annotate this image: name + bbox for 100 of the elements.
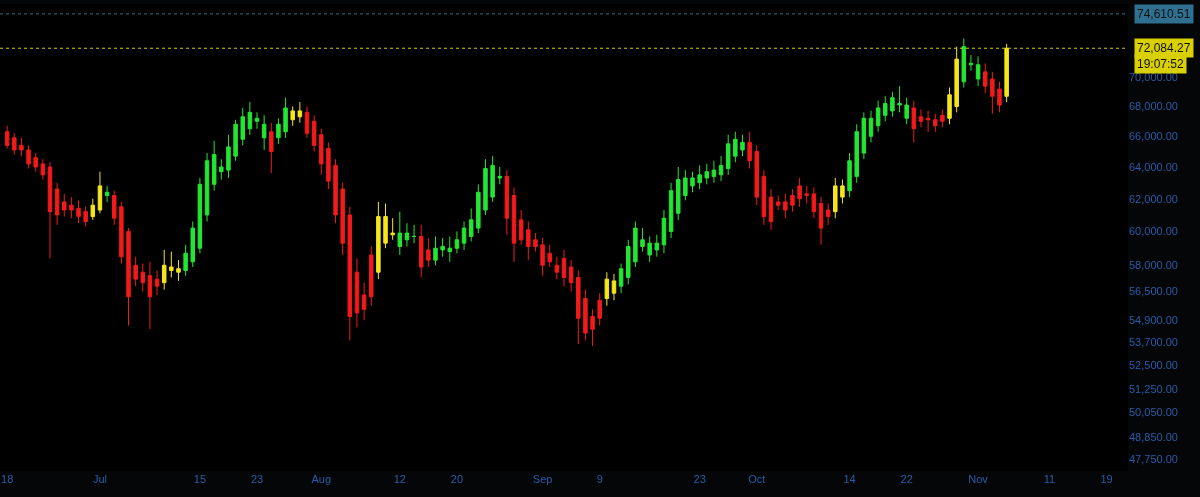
y-tick-label: 64,000.00: [1129, 160, 1178, 173]
y-tick-label: 54,900.00: [1129, 313, 1178, 326]
x-tick-label: 20: [450, 473, 464, 485]
candlestick: [675, 166, 681, 221]
candlestick: [211, 140, 217, 192]
candlestick: [340, 182, 345, 256]
candlestick: [825, 203, 831, 226]
candlestick: [426, 237, 431, 268]
x-tick-label: 12: [393, 473, 406, 485]
candlestick: [254, 111, 260, 130]
candlestick: [697, 164, 702, 190]
candlestick: [775, 194, 781, 211]
candlestick: [111, 190, 117, 226]
candlestick: [961, 37, 967, 89]
candlestick: [383, 203, 388, 249]
candlestick: [290, 105, 295, 127]
y-tick-label: 47,750.00: [1129, 453, 1178, 466]
y-tick-label: 50,050.00: [1129, 406, 1178, 419]
candlestick: [568, 259, 574, 292]
candlestick: [590, 308, 595, 347]
x-tick-label: Aug: [311, 473, 332, 485]
candlestick: [26, 144, 31, 170]
candlestick: [490, 155, 495, 203]
candlestick: [868, 110, 874, 143]
candlestick: [611, 273, 617, 301]
candlestick: [354, 257, 360, 328]
candlestick: [40, 158, 46, 181]
candlestick: [747, 131, 752, 170]
candlestick: [597, 292, 602, 327]
y-tick-label: 58,000.00: [1129, 259, 1178, 272]
x-tick-label: 23: [250, 473, 264, 485]
candlestick: [361, 282, 367, 321]
candlestick: [854, 123, 859, 184]
y-tick-label: 62,000.00: [1129, 192, 1178, 205]
candlestick: [618, 263, 624, 294]
candlestick: [304, 105, 310, 139]
x-tick-label: Nov: [968, 473, 989, 485]
candlestick: [761, 169, 767, 226]
y-tick-label: 51,250.00: [1129, 382, 1178, 395]
x-tick-label: 23: [693, 473, 706, 485]
candlestick: [261, 114, 267, 151]
candlestick: [90, 198, 96, 221]
candlestick: [947, 87, 952, 125]
candlestick: [326, 141, 331, 190]
candlestick: [397, 211, 403, 256]
candlestick: [83, 206, 88, 227]
candlestick: [526, 221, 531, 261]
candlestick: [433, 235, 438, 266]
candlestick: [883, 95, 888, 122]
candlestick: [411, 224, 417, 244]
candlestick: [190, 221, 196, 268]
candlestick: [226, 134, 231, 179]
candlestick: [861, 111, 867, 160]
candlestick: [654, 234, 660, 258]
candlestick: [711, 160, 717, 184]
candlestick: [968, 54, 974, 71]
candlestick: [54, 182, 60, 226]
candlestick: [33, 152, 38, 173]
candlestick: [447, 235, 453, 263]
candlestick: [247, 101, 253, 136]
candlestick: [797, 177, 802, 208]
candlestick: [183, 244, 188, 277]
candlestick: [547, 244, 552, 268]
candlestick: [604, 271, 610, 307]
y-tick-label: 68,000.00: [1129, 100, 1178, 113]
candlestick: [97, 171, 103, 214]
candlestick: [347, 206, 353, 341]
candlestick: [126, 227, 131, 327]
candlestick: [276, 117, 281, 145]
candlestick: [154, 269, 160, 296]
candlestick: [911, 100, 917, 143]
y-tick-label: 52,500.00: [1129, 358, 1178, 371]
candlestick: [418, 224, 424, 278]
candlestick: [925, 110, 931, 133]
candlestick: [133, 256, 138, 287]
x-tick-label: Sep: [532, 473, 553, 485]
candlestick: [140, 263, 146, 292]
candlestick: [704, 163, 710, 185]
candlestick: [804, 185, 809, 205]
ref-line-label: 72,084.27: [1137, 41, 1191, 55]
candlestick: [847, 152, 852, 198]
candlestick: [104, 185, 110, 203]
candlestick: [119, 201, 124, 265]
candlestick: [790, 188, 795, 213]
candlestick: [904, 97, 909, 125]
candlestick: [4, 125, 10, 149]
candlestick: [540, 237, 545, 277]
candlestick: [240, 107, 245, 146]
ref-line-label: 74,610.51: [1137, 7, 1191, 21]
candlestick: [533, 232, 538, 253]
candlestick: [918, 108, 924, 128]
x-tick-label: Jul: [92, 473, 107, 485]
candlestick: [725, 134, 731, 176]
y-tick-label: 60,000.00: [1129, 225, 1178, 238]
candlestick: [233, 119, 238, 162]
candlestick: [62, 193, 67, 218]
candlestick: [932, 113, 938, 133]
candlestick: [626, 239, 631, 285]
x-tick-label: 14: [843, 473, 856, 485]
candlestick: [997, 81, 1002, 113]
